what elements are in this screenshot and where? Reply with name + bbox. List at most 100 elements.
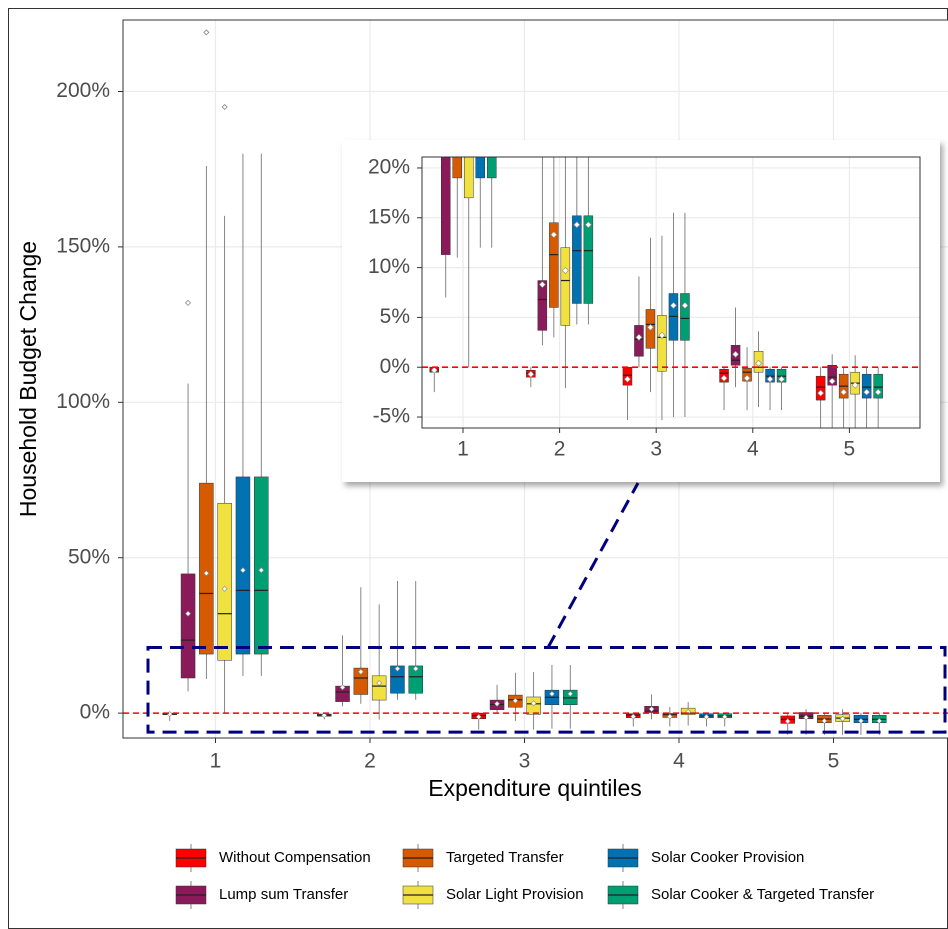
legend-label: Targeted Transfer xyxy=(446,849,564,866)
x-tick-label: 5 xyxy=(828,750,840,773)
mean-marker xyxy=(703,713,710,720)
x-tick-label: 3 xyxy=(519,750,531,773)
mean-marker xyxy=(321,712,328,719)
inset-panel xyxy=(342,140,940,482)
box xyxy=(572,215,582,304)
mean-marker xyxy=(530,700,537,707)
y-tick-label: 150% xyxy=(56,234,110,257)
plot-border xyxy=(122,19,948,739)
box xyxy=(487,157,497,179)
mean-marker xyxy=(658,331,666,339)
x-tick-label: 1 xyxy=(210,750,222,773)
mean-marker xyxy=(828,377,836,385)
highlight-connector xyxy=(546,482,640,649)
box xyxy=(217,503,232,661)
mean-marker xyxy=(376,680,383,686)
box xyxy=(861,373,872,399)
mean-marker xyxy=(538,281,546,288)
mean-marker xyxy=(839,715,846,722)
legend-label: Lump sum Transfer xyxy=(219,886,348,903)
mean-marker xyxy=(851,381,859,389)
box xyxy=(657,315,667,372)
mean-marker xyxy=(876,717,883,724)
box xyxy=(560,247,571,326)
y-tick-label: 100% xyxy=(56,390,110,413)
outlier xyxy=(203,29,210,36)
box xyxy=(452,157,462,179)
y-tick-label: 5% xyxy=(380,305,410,328)
mean-marker xyxy=(784,718,791,725)
mean-marker xyxy=(721,713,728,720)
mean-marker xyxy=(732,350,739,358)
box xyxy=(441,157,451,255)
mean-marker xyxy=(494,700,500,707)
x-tick-label: 4 xyxy=(673,750,685,773)
inset-border xyxy=(421,156,921,429)
main-data xyxy=(123,29,948,735)
box xyxy=(254,476,269,655)
mean-marker xyxy=(681,302,689,309)
mean-marker xyxy=(394,665,401,672)
box xyxy=(827,364,837,386)
mean-marker xyxy=(430,366,438,374)
mean-marker xyxy=(475,713,482,720)
box xyxy=(235,476,251,655)
x-tick-label: 4 xyxy=(747,438,759,461)
mean-marker xyxy=(412,665,419,672)
mean-marker xyxy=(778,375,785,383)
mean-marker xyxy=(647,323,654,331)
legend-label: Solar Light Provision xyxy=(446,886,584,903)
y-tick-label: 20% xyxy=(368,156,410,179)
zoom-highlight xyxy=(146,482,947,734)
outlier xyxy=(184,299,192,306)
y-tick-label: 50% xyxy=(68,545,110,568)
mean-marker xyxy=(630,713,637,720)
y-axis-title: Household Budget Change xyxy=(15,241,41,517)
mean-marker xyxy=(755,359,762,367)
mean-marker xyxy=(648,706,655,713)
x-tick-label: 5 xyxy=(844,438,856,461)
box xyxy=(815,375,826,401)
inset-data xyxy=(422,157,920,428)
y-tick-label: 10% xyxy=(368,255,410,278)
x-tick-label: 3 xyxy=(650,438,662,461)
mean-marker xyxy=(817,389,825,397)
inset-axes: -5% 0% 5% 10% 15% 20% 1 2 3 4 5 xyxy=(368,156,855,461)
box xyxy=(549,222,559,308)
x-tick-label: 2 xyxy=(364,750,376,773)
y-tick-label: 200% xyxy=(56,79,110,102)
box xyxy=(873,373,883,399)
mean-marker xyxy=(685,708,692,715)
x-axis-title: Expenditure quintiles xyxy=(428,775,642,801)
y-tick-label: 0% xyxy=(80,701,110,724)
box xyxy=(583,215,594,304)
mean-marker xyxy=(258,567,265,574)
legend: Without Compensation Lump sum Transfer Tar… xyxy=(175,844,874,909)
mean-marker xyxy=(840,388,848,396)
mean-marker xyxy=(720,374,728,382)
y-tick-label: 0% xyxy=(380,355,410,378)
outlier xyxy=(221,103,228,111)
y-tick-label: -5% xyxy=(373,405,410,428)
legend-label: Without Compensation xyxy=(219,849,371,866)
mean-marker xyxy=(512,697,519,704)
box xyxy=(680,293,690,341)
mean-marker xyxy=(766,375,774,383)
mean-marker xyxy=(584,221,592,229)
mean-marker xyxy=(803,714,809,721)
mean-marker xyxy=(573,221,581,229)
mean-marker xyxy=(561,267,569,275)
mean-marker xyxy=(821,717,828,724)
mean-marker xyxy=(666,713,673,720)
mean-marker xyxy=(635,333,643,341)
legend-label: Solar Cooker & Targeted Transfer xyxy=(651,886,874,903)
mean-marker xyxy=(550,231,558,239)
box xyxy=(371,675,387,701)
box xyxy=(353,667,369,695)
main-axes: 0% 50% 100% 150% 200% 1 2 3 4 5 xyxy=(56,79,839,773)
mean-marker xyxy=(858,717,864,724)
box xyxy=(537,280,548,331)
highlight-box xyxy=(146,646,947,734)
mean-marker xyxy=(624,375,631,383)
